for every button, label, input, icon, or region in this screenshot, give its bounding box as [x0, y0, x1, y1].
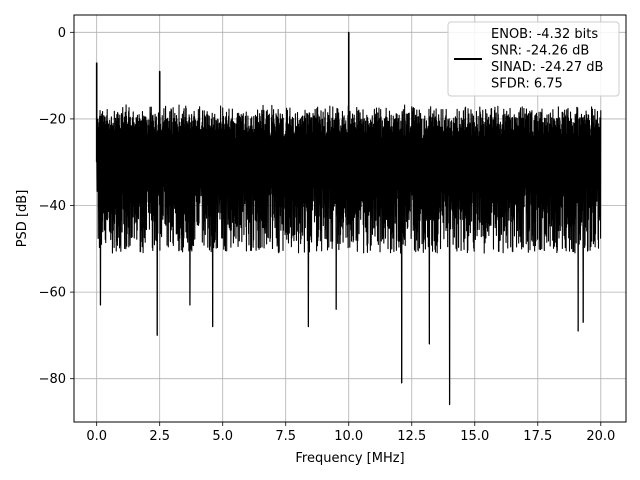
x-tick-label: 2.5 — [149, 429, 170, 444]
legend-sfdr-text: SFDR: 6.75 — [491, 77, 563, 92]
x-tick-label: 12.5 — [397, 429, 426, 444]
x-tick-label: 15.0 — [460, 429, 489, 444]
legend-box — [447, 21, 620, 97]
psd-series — [95, 31, 602, 406]
y-tick-label: −80 — [39, 372, 66, 387]
x-tick-label: 5.0 — [212, 429, 233, 444]
y-tick-label: 0 — [58, 26, 66, 41]
plot-area — [73, 14, 627, 423]
y-axis-label: PSD [dB] — [15, 190, 30, 248]
legend-snr-text: SNR: -24.26 dB — [491, 44, 589, 59]
x-tick-label: 10.0 — [334, 429, 363, 444]
y-tick-label: −60 — [39, 286, 66, 301]
legend: ENOB: -4.32 bits SNR: -24.26 dB SINAD: -… — [447, 21, 620, 97]
x-tick-label: 0.0 — [86, 429, 107, 444]
axis-ticks: 0.0 2.5 5.0 7.5 10.0 12.5 15.0 17.5 20.0 0 −20 −40 −… — [39, 26, 616, 444]
y-tick-label: −40 — [39, 199, 66, 214]
x-tick-label: 17.5 — [523, 429, 552, 444]
x-tick-label: 7.5 — [275, 429, 296, 444]
legend-sinad-text: SINAD: -24.27 dB — [491, 60, 603, 75]
y-tick-label: −20 — [39, 112, 66, 127]
x-axis-label: Frequency [MHz] — [295, 451, 404, 466]
legend-enob-text: ENOB: -4.32 bits — [491, 27, 598, 42]
x-tick-label: 20.0 — [586, 429, 615, 444]
